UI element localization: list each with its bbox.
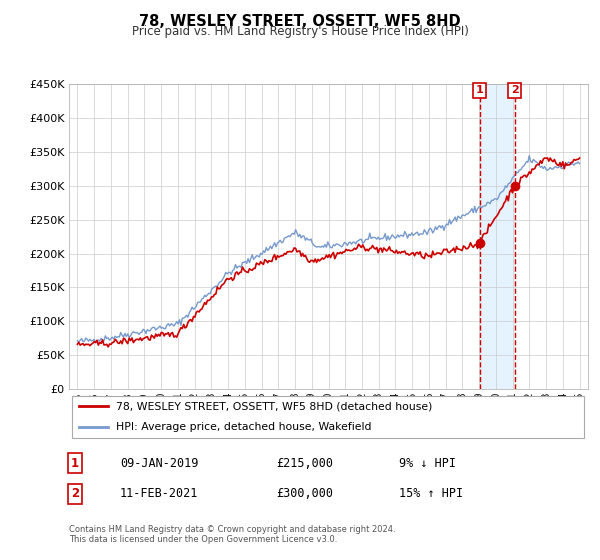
Text: 1: 1	[71, 456, 79, 470]
FancyBboxPatch shape	[71, 395, 584, 438]
Text: Contains HM Land Registry data © Crown copyright and database right 2024.: Contains HM Land Registry data © Crown c…	[69, 525, 395, 534]
Text: £215,000: £215,000	[276, 456, 333, 470]
Text: 78, WESLEY STREET, OSSETT, WF5 8HD: 78, WESLEY STREET, OSSETT, WF5 8HD	[139, 14, 461, 29]
Text: 2: 2	[511, 85, 518, 95]
Bar	[479, 84, 515, 389]
Text: £300,000: £300,000	[276, 487, 333, 501]
Text: 2: 2	[71, 487, 79, 501]
Text: 1: 1	[476, 85, 484, 95]
Text: Price paid vs. HM Land Registry's House Price Index (HPI): Price paid vs. HM Land Registry's House …	[131, 25, 469, 38]
Text: 9% ↓ HPI: 9% ↓ HPI	[399, 456, 456, 470]
Text: This data is licensed under the Open Government Licence v3.0.: This data is licensed under the Open Gov…	[69, 535, 337, 544]
Text: 15% ↑ HPI: 15% ↑ HPI	[399, 487, 463, 501]
Text: 11-FEB-2021: 11-FEB-2021	[120, 487, 199, 501]
Text: HPI: Average price, detached house, Wakefield: HPI: Average price, detached house, Wake…	[116, 422, 371, 432]
Text: 78, WESLEY STREET, OSSETT, WF5 8HD (detached house): 78, WESLEY STREET, OSSETT, WF5 8HD (deta…	[116, 401, 432, 411]
Text: 09-JAN-2019: 09-JAN-2019	[120, 456, 199, 470]
